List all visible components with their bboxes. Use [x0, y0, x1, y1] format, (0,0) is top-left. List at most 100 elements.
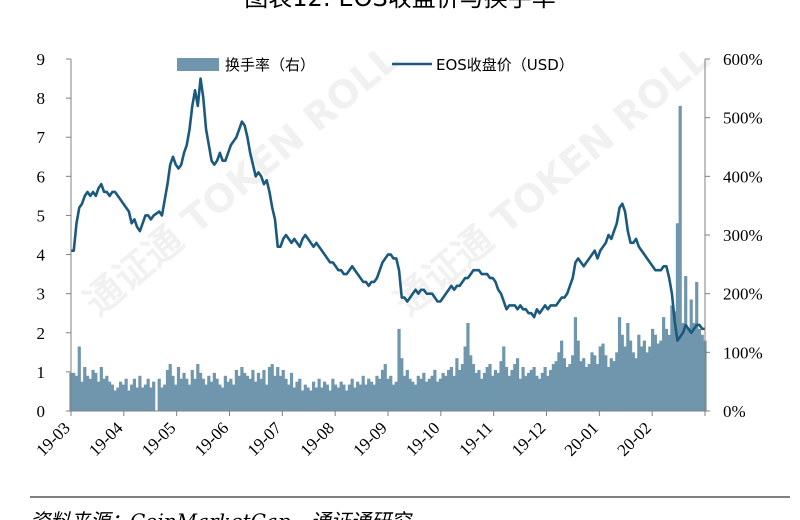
- turnover-bar: [132, 378, 136, 411]
- turnover-bar: [110, 384, 114, 411]
- turnover-bar: [546, 375, 550, 411]
- x-tick-label: 20-01: [561, 418, 602, 459]
- turnover-bar: [113, 390, 117, 411]
- x-tick-label: 20-02: [614, 418, 655, 459]
- turnover-bar: [300, 390, 305, 411]
- turnover-bar: [413, 384, 418, 411]
- turnover-bar: [185, 378, 189, 411]
- turnover-bar: [419, 378, 423, 411]
- turnover-bar: [587, 364, 591, 411]
- turnover-bar: [551, 364, 555, 411]
- turnover-bar: [389, 375, 393, 411]
- turnover-bar: [604, 355, 608, 411]
- turnover-bar: [74, 375, 79, 411]
- turnover-bar: [543, 367, 547, 411]
- turnover-bar: [667, 334, 671, 411]
- y-right-tick-label: 400%: [723, 167, 763, 186]
- turnover-bar: [237, 375, 241, 411]
- turnover-bar: [521, 367, 525, 411]
- turnover-bar: [254, 381, 258, 411]
- turnover-bar: [127, 390, 131, 411]
- turnover-bar: [284, 378, 288, 411]
- y-right-tick-label: 0%: [723, 402, 746, 421]
- turnover-bar: [485, 367, 489, 411]
- turnover-bar: [449, 367, 453, 411]
- turnover-bar: [102, 378, 106, 411]
- turnover-bar: [504, 367, 509, 411]
- turnover-bar: [245, 375, 250, 411]
- y-left-tick-label: 0: [37, 402, 46, 421]
- turnover-bar: [179, 378, 183, 411]
- y-left-tick-label: 6: [37, 167, 46, 186]
- turnover-bar: [334, 384, 338, 411]
- turnover-bar: [394, 381, 398, 411]
- turnover-bar: [171, 375, 175, 411]
- turnover-bar: [571, 355, 575, 411]
- turnover-bar: [438, 378, 442, 411]
- turnover-bar: [311, 381, 316, 411]
- turnover-bar: [375, 375, 379, 411]
- turnover-bar: [510, 369, 514, 411]
- turnover-bar: [367, 378, 371, 411]
- turnover-bar: [615, 352, 619, 411]
- turnover-bar: [124, 378, 128, 411]
- turnover-bar: [328, 390, 332, 411]
- turnover-bar: [651, 328, 655, 411]
- turnover-bar: [91, 369, 95, 411]
- turnover-bar: [640, 346, 644, 411]
- turnover-bar: [623, 346, 627, 411]
- turnover-bar: [491, 375, 495, 411]
- turnover-bar: [256, 372, 261, 411]
- turnover-bar: [345, 390, 349, 411]
- turnover-bar: [447, 369, 451, 411]
- turnover-bar: [662, 317, 666, 411]
- turnover-bar: [248, 378, 252, 411]
- turnover-bar: [441, 372, 445, 411]
- turnover-bar: [174, 384, 178, 411]
- y-right-tick-label: 500%: [723, 109, 763, 128]
- turnover-bar: [436, 381, 440, 411]
- turnover-bar: [397, 328, 401, 411]
- turnover-bar: [356, 381, 360, 411]
- turnover-bar: [455, 358, 459, 411]
- turnover-bar: [358, 384, 363, 411]
- turnover-bar: [538, 378, 542, 411]
- turnover-bar: [554, 361, 558, 411]
- turnover-bar: [243, 372, 247, 411]
- turnover-bar: [353, 387, 357, 411]
- turnover-bar: [265, 384, 269, 411]
- turnover-bar: [515, 358, 520, 411]
- turnover-bar: [617, 317, 622, 411]
- turnover-bar: [259, 378, 263, 411]
- turnover-bar: [482, 372, 487, 411]
- turnover-bar: [386, 378, 390, 411]
- turnover-bar: [557, 352, 561, 411]
- turnover-bar: [121, 384, 125, 411]
- turnover-bar: [402, 375, 407, 411]
- y-right-tick-label: 100%: [723, 343, 763, 362]
- watermark-text: 通证通 TOKEN ROLL: [386, 36, 718, 324]
- turnover-bar: [209, 381, 214, 411]
- turnover-bar: [595, 364, 600, 411]
- x-tick-label: 19-05: [138, 418, 179, 459]
- y-left-tick-label: 2: [37, 324, 46, 343]
- turnover-bar: [176, 367, 181, 411]
- turnover-bar: [226, 381, 230, 411]
- turnover-bar: [496, 372, 500, 411]
- turnover-bar: [695, 281, 699, 411]
- turnover-bar: [138, 375, 142, 411]
- turnover-bar: [642, 340, 646, 411]
- turnover-bar: [325, 384, 329, 411]
- turnover-bar: [529, 369, 533, 411]
- turnover-bar: [320, 387, 324, 411]
- turnover-bar: [593, 355, 597, 411]
- turnover-bar: [146, 378, 150, 411]
- turnover-bar: [488, 364, 492, 411]
- turnover-bar: [80, 381, 84, 411]
- turnover-bar: [460, 364, 465, 411]
- turnover-bar: [201, 378, 205, 411]
- legend-bar-swatch: [177, 58, 219, 71]
- turnover-bar: [287, 384, 291, 411]
- turnover-bar: [609, 358, 613, 411]
- y-left-tick-label: 5: [37, 206, 46, 225]
